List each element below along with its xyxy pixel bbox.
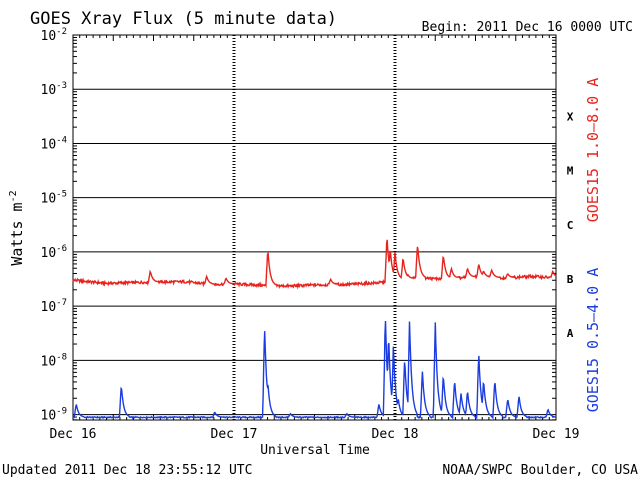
legend-long-wave: GOES15 1.0–8.0 A — [584, 78, 602, 223]
plot-area — [72, 34, 557, 421]
chart-title: GOES Xray Flux (5 minute data) — [30, 9, 337, 29]
y-tick-exp: -3 — [56, 81, 67, 91]
y-axis-ticks: 10-210-310-410-510-610-710-810-9 — [41, 27, 556, 424]
legend-long-wave-label: GOES15 1.0–8.0 A — [584, 78, 602, 223]
legend-short-wave: GOES15 0.5–4.0 A — [584, 268, 602, 413]
legend-short-wave-label: GOES15 0.5–4.0 A — [584, 268, 602, 413]
y-tick-exp: -8 — [56, 352, 67, 362]
flare-class-label: A — [567, 327, 574, 340]
y-tick-base: 10 — [41, 409, 57, 424]
flare-class-label: B — [567, 273, 574, 286]
series-line-short-wave — [73, 320, 557, 420]
flare-class-label: C — [567, 219, 574, 232]
y-tick-exp: -9 — [56, 407, 67, 417]
y-tick-exp: -6 — [56, 244, 67, 254]
y-tick-label: 10-3 — [41, 81, 68, 98]
y-tick-exp: -5 — [56, 190, 67, 200]
y-tick-label: 10-8 — [41, 352, 68, 369]
y-tick-exp: -4 — [56, 135, 67, 145]
y-tick-base: 10 — [41, 192, 57, 207]
x-tick-label: Dec 18 — [372, 427, 419, 442]
y-axis-label-text: Watts m — [8, 202, 26, 265]
x-axis-ticks: Dec 16 Dec 17 Dec 18 Dec 19 — [50, 35, 580, 442]
y-tick-base: 10 — [41, 246, 57, 261]
y-tick-base: 10 — [41, 354, 57, 369]
svg-text:Watts m-2: Watts m-2 — [8, 190, 26, 265]
flare-class-label: X — [567, 110, 574, 123]
y-axis-label-exp: -2 — [8, 190, 19, 202]
series-long-wave — [72, 239, 557, 290]
y-tick-exp: -2 — [56, 27, 67, 37]
y-tick-label: 10-2 — [41, 27, 68, 44]
plot-frame — [72, 34, 557, 421]
updated-label: Updated 2011 Dec 18 23:55:12 UTC — [2, 463, 252, 478]
flare-class-labels: X M C B A — [567, 110, 574, 340]
day-divider-lines — [232, 35, 397, 420]
y-tick-base: 10 — [41, 300, 57, 315]
y-tick-base: 10 — [41, 83, 57, 98]
x-axis-label: Universal Time — [260, 443, 370, 458]
x-tick-label: Dec 19 — [533, 427, 580, 442]
y-tick-base: 10 — [41, 29, 57, 44]
series-short-wave — [73, 320, 557, 420]
y-tick-label: 10-5 — [41, 190, 68, 207]
series-line-long-wave — [72, 239, 557, 290]
x-tick-label: Dec 17 — [211, 427, 258, 442]
begin-label: Begin: 2011 Dec 16 0000 UTC — [422, 20, 633, 35]
grid-lines — [73, 88, 556, 416]
flare-class-label: M — [567, 165, 574, 178]
y-tick-base: 10 — [41, 137, 57, 152]
y-tick-label: 10-7 — [41, 298, 68, 315]
x-tick-label: Dec 16 — [50, 427, 97, 442]
y-tick-exp: -7 — [56, 298, 67, 308]
credit-label: NOAA/SWPC Boulder, CO USA — [442, 463, 638, 478]
y-axis-label: Watts m-2 — [8, 190, 26, 265]
y-tick-label: 10-4 — [41, 135, 68, 152]
y-tick-label: 10-6 — [41, 244, 68, 261]
y-tick-label: 10-9 — [41, 407, 68, 424]
